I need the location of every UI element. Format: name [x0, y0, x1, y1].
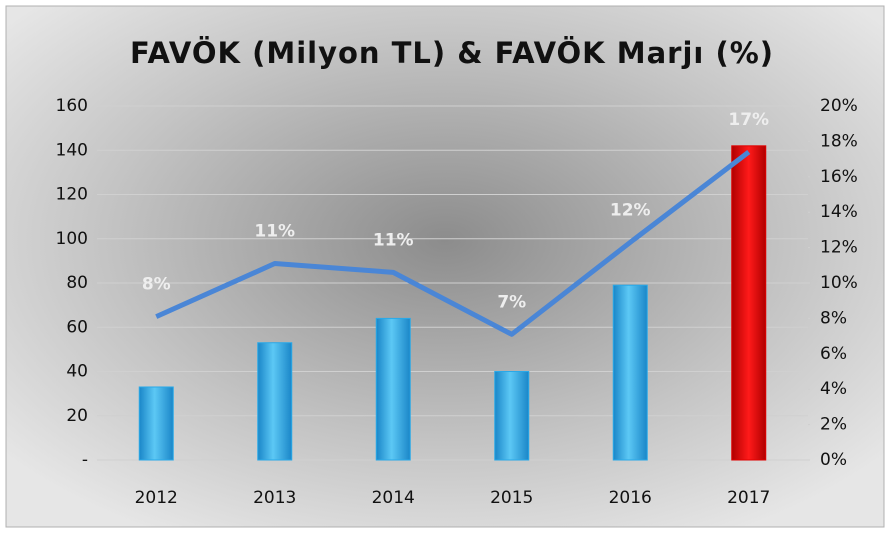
y2-tick-label: 4%: [820, 379, 847, 399]
x-tick-label: 2017: [727, 488, 770, 508]
bar: [257, 342, 293, 461]
y2-tick-label: 14%: [820, 202, 858, 222]
data-label: 11%: [373, 230, 414, 250]
line: [155, 150, 751, 337]
y-tick-label: 140: [56, 140, 88, 160]
y-tick-label: -: [82, 450, 88, 470]
y2-tick-label: 8%: [820, 308, 847, 328]
y-tick-label: 40: [66, 362, 88, 382]
y-tick-label: 100: [56, 229, 88, 249]
y-tick-label: 20: [66, 406, 88, 426]
chart-title: FAVÖK (Milyon TL) & FAVÖK Marjı (%): [130, 36, 774, 70]
y2-tick-label: 2%: [820, 415, 847, 435]
bar: [731, 145, 767, 461]
y2-tick-label: 18%: [820, 131, 858, 151]
x-tick-label: 2012: [135, 488, 178, 508]
data-label: 11%: [254, 222, 295, 242]
bar: [612, 284, 648, 461]
data-label: 7%: [497, 292, 526, 312]
y-tick-label: 60: [66, 317, 88, 337]
y2-tick-label: 10%: [820, 273, 858, 293]
x-tick-label: 2016: [609, 488, 652, 508]
y-tick-label: 80: [66, 273, 88, 293]
y2-tick-label: 6%: [820, 344, 847, 364]
y-tick-label: 160: [56, 96, 88, 116]
data-label: 12%: [610, 200, 651, 220]
x-tick-label: 2013: [253, 488, 296, 508]
x-tick-label: 2015: [490, 488, 533, 508]
bar: [494, 371, 530, 461]
y2-tick-label: 20%: [820, 96, 858, 116]
bar: [375, 317, 411, 461]
y2-tick-label: 12%: [820, 238, 858, 258]
y2-tick-label: 16%: [820, 167, 858, 187]
x-tick-label: 2014: [372, 488, 415, 508]
data-label: 17%: [728, 110, 769, 130]
bar: [138, 386, 174, 461]
y2-tick-label: 0%: [820, 450, 847, 470]
data-label: 8%: [142, 275, 171, 295]
y-tick-label: 120: [56, 185, 88, 205]
